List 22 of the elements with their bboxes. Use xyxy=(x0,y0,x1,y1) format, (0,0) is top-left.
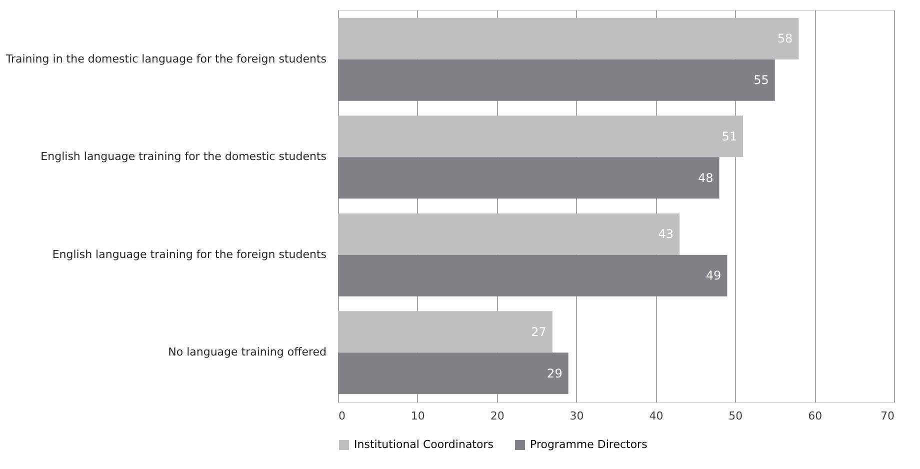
x-tick-label: 50 xyxy=(728,410,743,422)
legend-label: Institutional Coordinators xyxy=(354,438,494,451)
data-label: 29 xyxy=(547,366,562,380)
data-label: 49 xyxy=(706,268,722,283)
x-tick-label: 30 xyxy=(570,410,584,422)
y-tick-label: English language training for the foreign students xyxy=(52,248,327,261)
x-tick-label: 40 xyxy=(649,410,664,422)
data-label: 48 xyxy=(698,170,714,185)
data-label: 55 xyxy=(754,73,769,88)
x-tick-label: 10 xyxy=(410,410,425,422)
legend-label: Programme Directors xyxy=(530,438,648,451)
y-tick-label: Training in the domestic language for the foreign students xyxy=(4,52,327,66)
x-tick-label: 60 xyxy=(808,410,822,422)
x-tick-label: 70 xyxy=(880,410,894,422)
data-label: 58 xyxy=(777,32,793,46)
data-label: 43 xyxy=(658,227,674,242)
y-tick-label: No language training offered xyxy=(168,346,326,359)
data-label: 51 xyxy=(722,129,738,144)
y-tick-label: English language training for the domestic students xyxy=(40,150,327,164)
data-label: 27 xyxy=(531,324,546,339)
x-tick-label: 0 xyxy=(338,410,346,422)
x-tick-label: 20 xyxy=(490,410,504,422)
